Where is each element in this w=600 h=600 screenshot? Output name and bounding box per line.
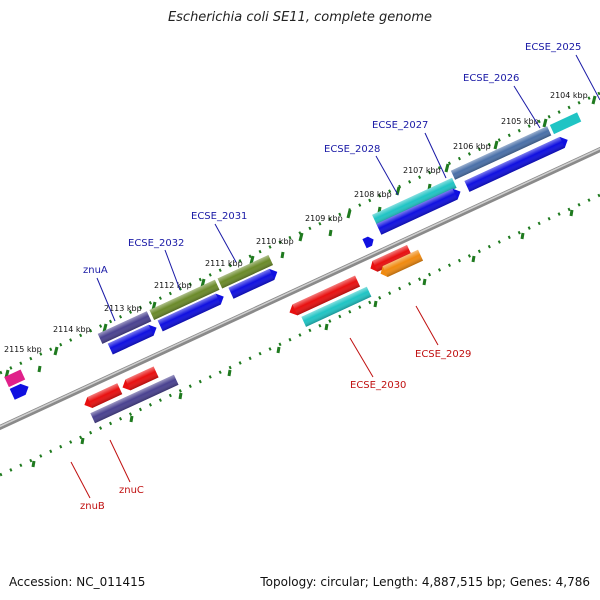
gene-ecse-2025-cyan (549, 112, 582, 135)
tick-2115 (53, 346, 59, 356)
kbp-label: 2104 kbp (550, 91, 588, 100)
gene-ecse-2032 (149, 279, 220, 320)
kbp-label: 2108 kbp (354, 190, 392, 199)
kbp-label: 2110 kbp (256, 237, 294, 246)
gene-blue-znua (107, 324, 157, 355)
accession-text: Accession: NC_011415 (9, 575, 146, 589)
gene-label-ecse-2025: ECSE_2025 (525, 42, 581, 53)
gene-blue-2031 (228, 268, 278, 299)
gene-magenta-left (4, 369, 26, 388)
gene-blue-2032 (157, 293, 224, 332)
gene-label-ecse-2031: ECSE_2031 (191, 211, 247, 222)
tick-2104 (591, 95, 597, 105)
gene-label-znub: znuB (80, 501, 105, 512)
kbp-label: 2114 kbp (53, 325, 91, 334)
gene-ecse-2031 (217, 255, 274, 289)
kbp-label: 2111 kbp (205, 259, 243, 268)
map-title: Escherichia coli SE11, complete genome (167, 10, 433, 25)
tick-2107 (444, 163, 450, 173)
gene-red-2029a (370, 244, 413, 272)
gene-blue-left (9, 383, 29, 400)
kbp-label: 2109 kbp (305, 214, 343, 223)
gene-znuc-red (122, 366, 159, 391)
kbp-label: 2107 kbp (403, 166, 441, 175)
tick-2114 (102, 323, 108, 333)
genome-backbone (0, 146, 600, 431)
lower-major-ticks (31, 209, 574, 468)
kbp-label: 2106 kbp (453, 142, 491, 151)
gene-blue-2025 (464, 136, 568, 192)
gene-znua (97, 311, 152, 344)
kbp-label: 2115 kbp (4, 345, 42, 354)
gene-label-znuc: znuC (119, 485, 144, 496)
gene-blue-small (362, 236, 374, 249)
gene-znub-red (84, 383, 123, 408)
gene-label-ecse-2026: ECSE_2026 (463, 73, 519, 84)
kbp-labels: 2104 kbp 2105 kbp 2106 kbp 2107 kbp 2108… (4, 91, 588, 354)
kbp-label: 2112 kbp (154, 281, 192, 290)
gene-ecse-2029 (380, 249, 424, 278)
forward-genes (4, 112, 582, 400)
kbp-label: 2105 kbp (501, 117, 539, 126)
upper-scale-dots (0, 91, 600, 375)
gene-label-znua: znuA (83, 265, 108, 276)
gene-red-2030 (289, 275, 361, 316)
gene-label-ecse-2032: ECSE_2032 (128, 238, 184, 249)
genome-summary-text: Topology: circular; Length: 4,887,515 bp… (260, 575, 590, 589)
gene-ecse-2025-upper (450, 126, 552, 180)
leader-lines-reverse (70, 305, 439, 499)
lower-scale-dots (0, 193, 600, 477)
reverse-genes (84, 244, 424, 424)
kbp-label: 2113 kbp (104, 304, 142, 313)
tick-2105 (542, 118, 548, 128)
gene-labels-forward: ECSE_2025 ECSE_2026 ECSE_2027 ECSE_2028 … (83, 42, 581, 276)
tick-2109 (346, 209, 352, 219)
tick-2111 (249, 255, 255, 265)
gene-labels-reverse: ECSE_2029 ECSE_2030 znuC znuB (80, 349, 471, 512)
gene-label-ecse-2027: ECSE_2027 (372, 120, 428, 131)
gene-ecse-2027 (372, 177, 457, 225)
gene-znuc (90, 374, 179, 424)
gene-ecse-2030 (301, 286, 372, 327)
tick-2110 (298, 232, 304, 242)
gene-label-ecse-2030: ECSE_2030 (350, 380, 406, 391)
gene-blue-2027 (376, 188, 461, 235)
gene-label-ecse-2029: ECSE_2029 (415, 349, 471, 360)
gene-label-ecse-2028: ECSE_2028 (324, 144, 380, 155)
leader-lines-forward (96, 54, 600, 322)
tick-2106 (493, 140, 499, 150)
